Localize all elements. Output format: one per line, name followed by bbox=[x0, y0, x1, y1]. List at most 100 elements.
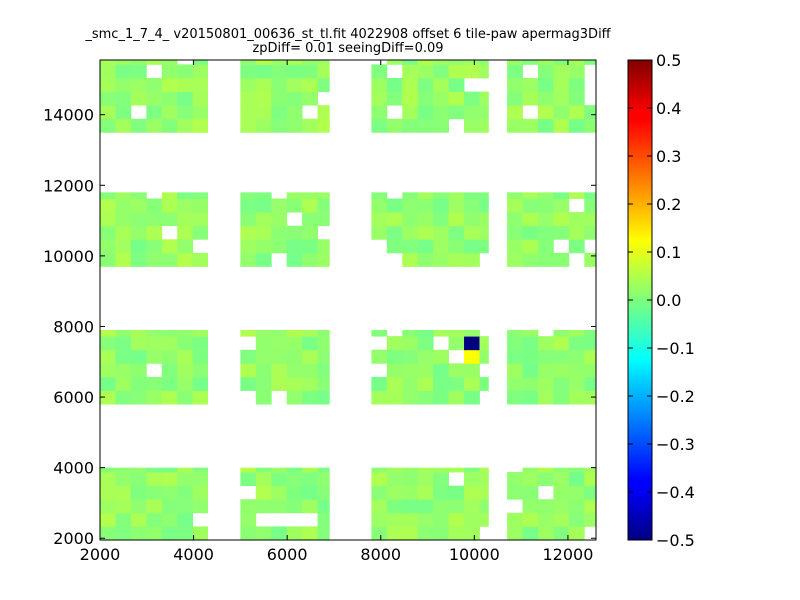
heatmap-cell bbox=[317, 212, 330, 227]
heatmap-cell bbox=[371, 526, 388, 541]
heatmap-cell bbox=[507, 225, 523, 240]
heatmap-cell bbox=[402, 78, 419, 92]
heatmap-cell bbox=[522, 336, 539, 351]
colorbar-tick-label: −0.3 bbox=[656, 435, 695, 454]
heatmap-cell bbox=[522, 225, 539, 240]
heatmap-cell bbox=[115, 192, 132, 199]
heatmap-cell bbox=[553, 78, 570, 92]
heatmap-cell bbox=[255, 349, 272, 364]
heatmap-cell bbox=[507, 390, 523, 405]
heatmap-cell bbox=[302, 390, 318, 405]
heatmap-cell bbox=[302, 485, 318, 500]
heatmap-cell bbox=[402, 252, 419, 267]
heatmap-cell bbox=[177, 225, 194, 240]
heatmap-cell bbox=[479, 239, 489, 254]
heatmap-cell bbox=[161, 336, 178, 351]
chart-title-line2: zpDiff= 0.01 seeingDiff=0.09 bbox=[252, 41, 443, 56]
heatmap-cell bbox=[371, 105, 388, 120]
heatmap-cell bbox=[568, 390, 585, 405]
heatmap-cell bbox=[115, 239, 132, 254]
heatmap-cell bbox=[417, 78, 434, 92]
heatmap-cell bbox=[371, 499, 388, 514]
heatmap-cell bbox=[371, 91, 388, 106]
heatmap-cell bbox=[177, 472, 194, 487]
heatmap-cell bbox=[161, 349, 178, 364]
heatmap-cell bbox=[402, 64, 419, 79]
heatmap-cell bbox=[464, 376, 480, 391]
heatmap-cell bbox=[115, 467, 132, 473]
heatmap-cell bbox=[448, 390, 465, 405]
heatmap-cell bbox=[100, 376, 116, 391]
heatmap-cell bbox=[161, 526, 178, 541]
heatmap-cell bbox=[553, 212, 570, 227]
heatmap-cell bbox=[464, 118, 480, 133]
heatmap-cell bbox=[100, 472, 116, 487]
heatmap-cell bbox=[161, 512, 178, 527]
heatmap-cell bbox=[537, 499, 554, 514]
heatmap-cell bbox=[522, 363, 539, 378]
heatmap-cell bbox=[146, 349, 163, 364]
heatmap-cell bbox=[100, 336, 116, 351]
heatmap-cell bbox=[177, 91, 194, 106]
heatmap-cell bbox=[479, 198, 489, 213]
heatmap-cell bbox=[464, 467, 480, 473]
heatmap-cell bbox=[568, 118, 585, 133]
heatmap-cell bbox=[417, 336, 434, 351]
colorbar-tick-label: −0.5 bbox=[656, 531, 695, 550]
heatmap-cell bbox=[386, 512, 403, 527]
heatmap-cell bbox=[255, 64, 272, 79]
heatmap-cell bbox=[271, 336, 288, 351]
heatmap-cell bbox=[402, 105, 419, 120]
heatmap-cell bbox=[146, 212, 163, 227]
heatmap-cell bbox=[537, 467, 554, 473]
heatmap-cell bbox=[100, 330, 116, 337]
heatmap-cell bbox=[479, 472, 489, 487]
heatmap-cell bbox=[448, 78, 465, 92]
heatmap-cell bbox=[192, 225, 209, 240]
heatmap-cell bbox=[386, 363, 403, 378]
heatmap-cell bbox=[317, 252, 330, 267]
heatmap-cell bbox=[464, 212, 480, 227]
heatmap-cell bbox=[161, 252, 178, 267]
heatmap-cell bbox=[192, 192, 209, 199]
x-tick-label: 6000 bbox=[267, 545, 308, 564]
y-tick-label: 2000 bbox=[53, 529, 94, 548]
heatmap-cell bbox=[271, 485, 288, 500]
heatmap-cell bbox=[402, 239, 419, 254]
heatmap-cell bbox=[464, 105, 480, 120]
heatmap-cell bbox=[402, 512, 419, 527]
heatmap-cell bbox=[464, 60, 480, 65]
heatmap-cell bbox=[161, 363, 178, 378]
heatmap-cell bbox=[553, 91, 570, 106]
heatmap-cell bbox=[433, 512, 449, 527]
heatmap-cell bbox=[568, 526, 585, 541]
heatmap-cell bbox=[161, 118, 178, 133]
heatmap-cell bbox=[286, 336, 303, 351]
heatmap-cell bbox=[371, 198, 388, 213]
heatmap-cell bbox=[130, 78, 147, 92]
heatmap-cell bbox=[146, 499, 163, 514]
heatmap-cell bbox=[177, 198, 194, 213]
heatmap-cell bbox=[371, 485, 388, 500]
heatmap-cell bbox=[522, 512, 539, 527]
heatmap-cell bbox=[522, 499, 539, 514]
heatmap-cell bbox=[100, 198, 116, 213]
heatmap-cell bbox=[507, 105, 523, 120]
heatmap-cell bbox=[255, 363, 272, 378]
heatmap-cell bbox=[553, 512, 570, 527]
heatmap-cell bbox=[448, 363, 465, 378]
heatmap-cell bbox=[146, 512, 163, 527]
heatmap-cell bbox=[448, 91, 465, 106]
heatmap-cell bbox=[255, 78, 272, 92]
heatmap-cell bbox=[537, 105, 554, 120]
heatmap-cell bbox=[417, 526, 434, 541]
heatmap-cell bbox=[553, 192, 570, 199]
heatmap-cell bbox=[371, 225, 388, 240]
heatmap-cell bbox=[417, 192, 434, 199]
heatmap-cell bbox=[146, 467, 163, 473]
heatmap-cell bbox=[240, 467, 257, 473]
heatmap-cell bbox=[417, 252, 434, 267]
heatmap-cell bbox=[240, 376, 257, 391]
heatmap-cell bbox=[161, 239, 178, 254]
heatmap-cell bbox=[317, 60, 330, 65]
